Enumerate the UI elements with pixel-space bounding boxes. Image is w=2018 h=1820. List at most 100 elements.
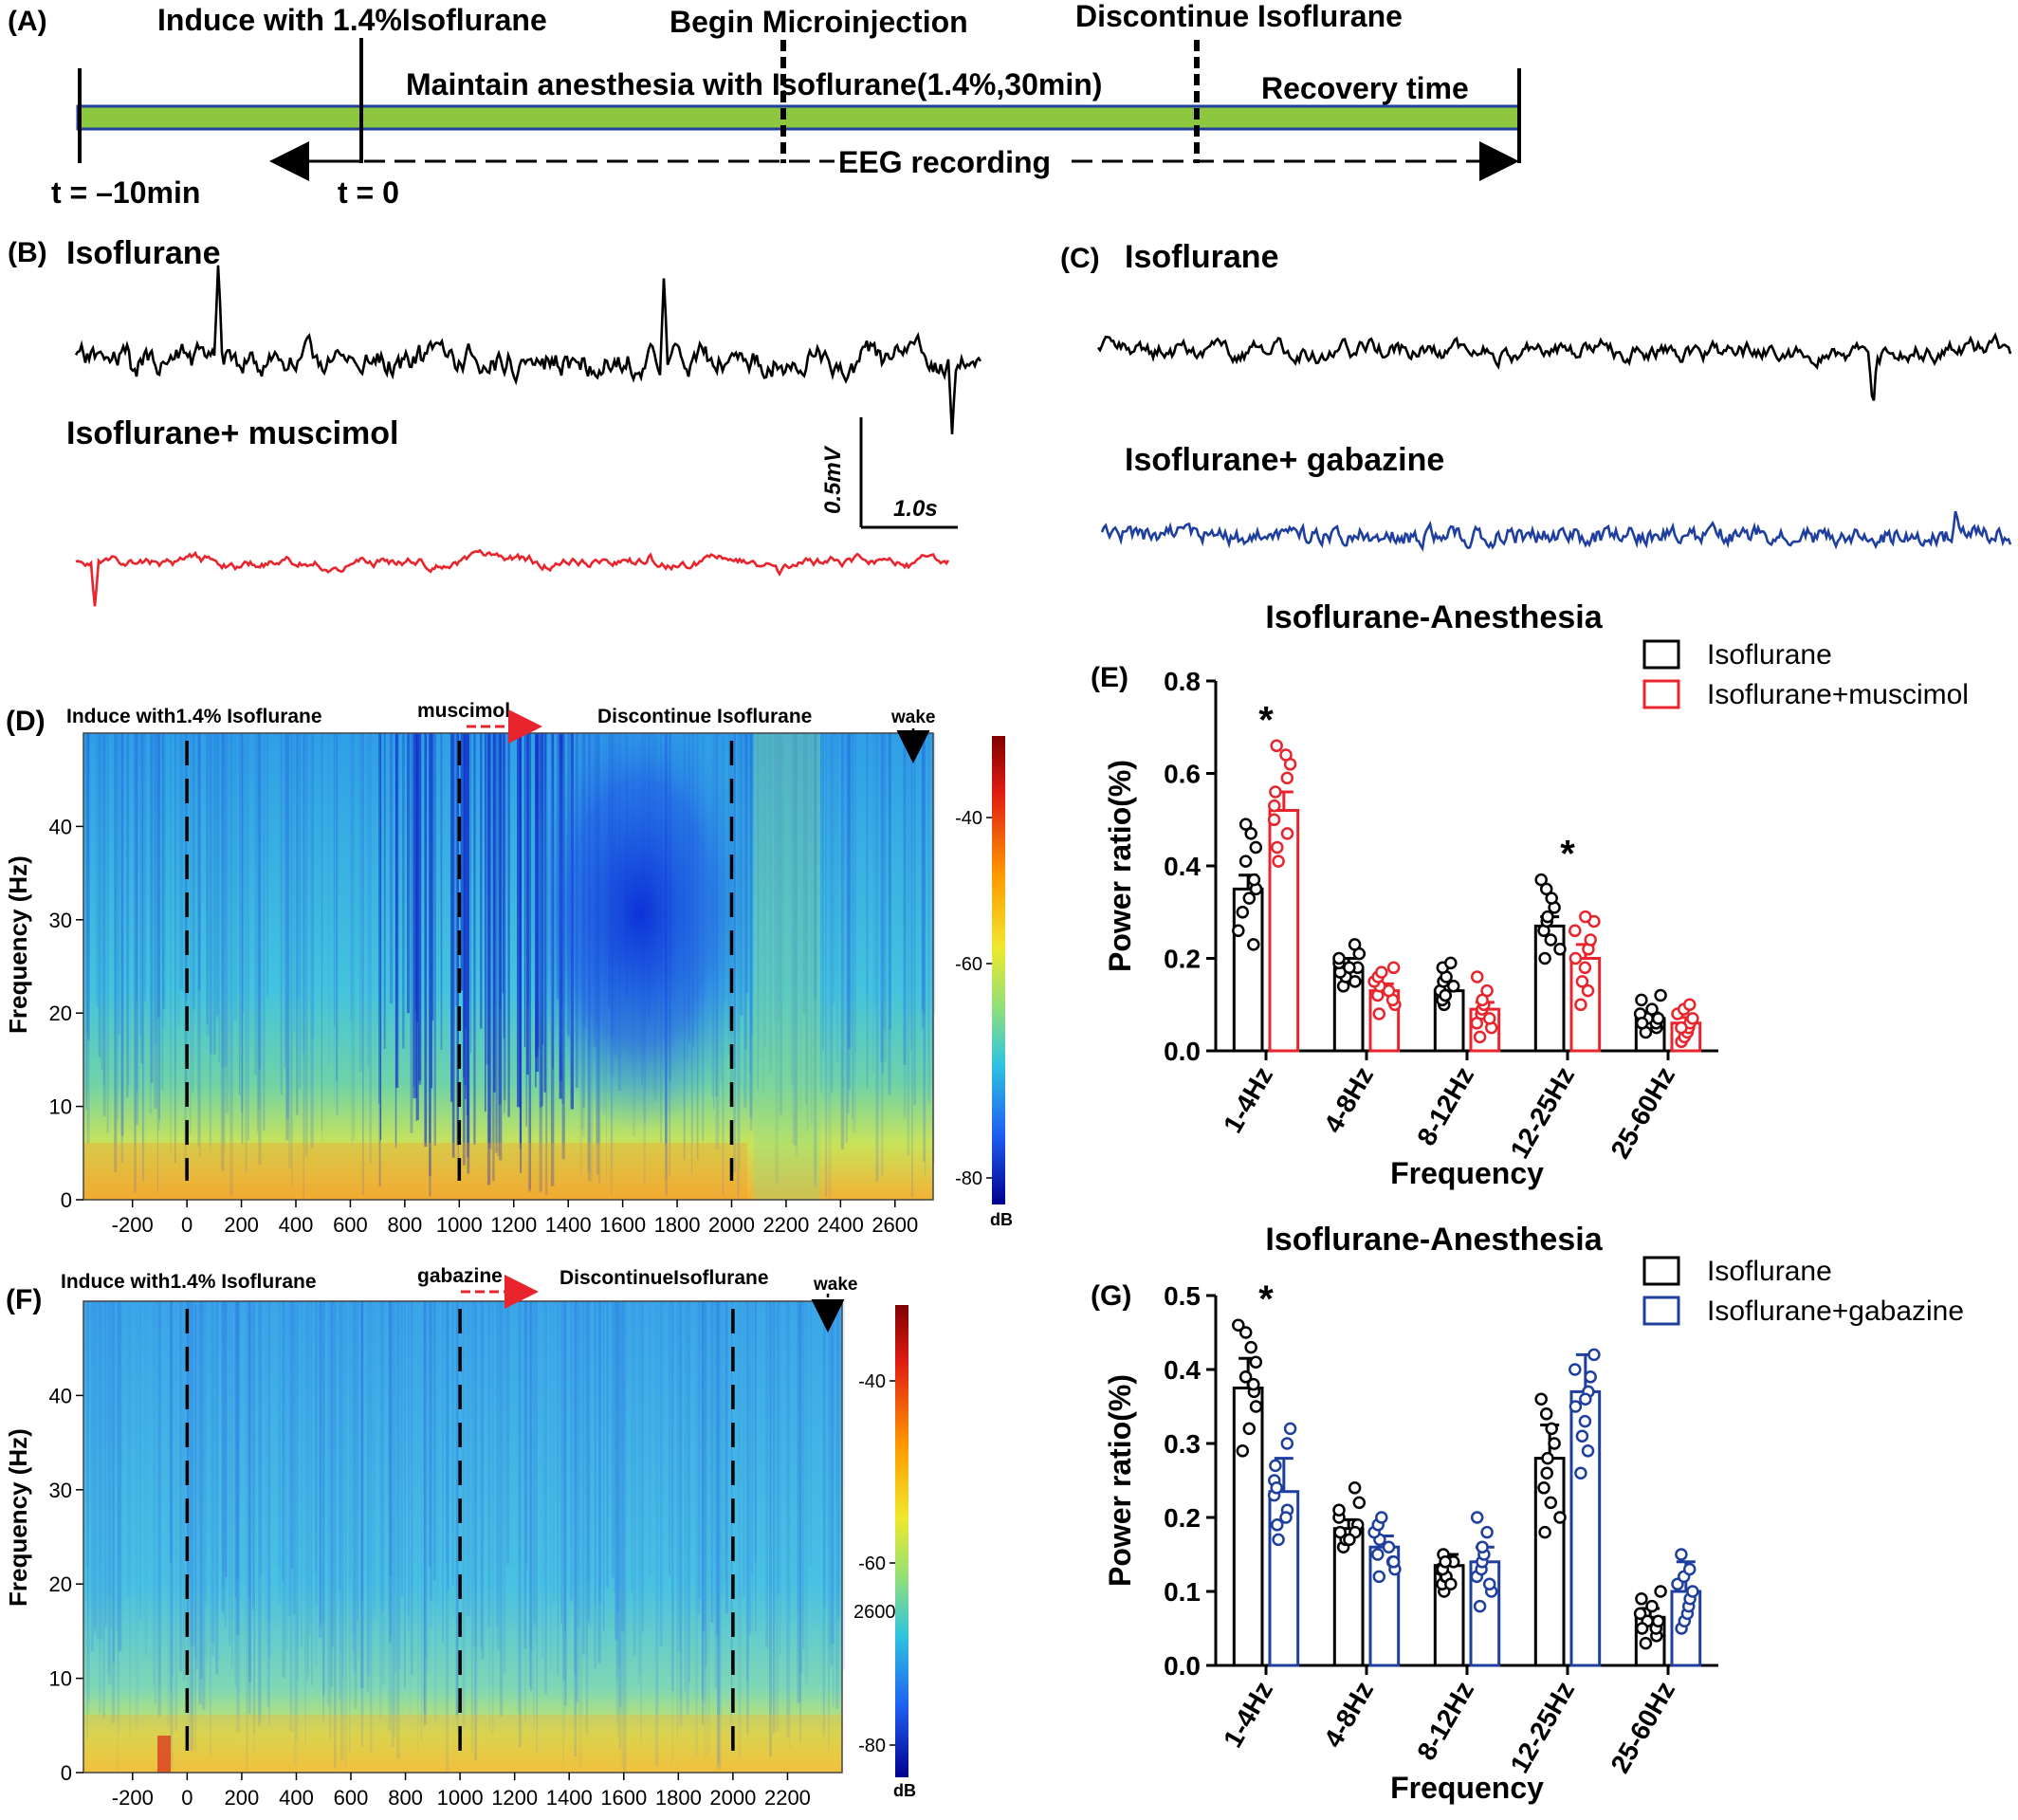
chart-data-point (1537, 1481, 1550, 1495)
chart-data-point (1444, 956, 1458, 970)
chart-data-point (1682, 1562, 1697, 1576)
chart-data-point (1682, 998, 1697, 1012)
chart-data-point (1534, 873, 1548, 887)
panel-c: (C) Isoflurane Isoflurane+ gabazine (1060, 239, 2012, 552)
chart-data-point (1333, 1525, 1347, 1539)
spectrogram-ytick-label: 40 (49, 815, 72, 838)
chart-ytick-label: 0.0 (1164, 1037, 1201, 1066)
chart-data-point (1247, 938, 1260, 951)
chart-data-point (1279, 748, 1293, 762)
panel-letter-b: (B) (8, 237, 47, 268)
chart-data-point (1372, 1007, 1386, 1020)
chart-ytick-label: 0.4 (1164, 852, 1201, 881)
chart-data-point (1579, 910, 1592, 924)
chart-data-point (1584, 933, 1597, 947)
spectrogram-f-texture (83, 1301, 845, 1773)
chart-data-point (1283, 1422, 1297, 1436)
bar-chart-e: Isoflurane-Anesthesia 0.0 0.2 0.4 0.6 0.8 Powe… (1103, 599, 1969, 1190)
chart-data-point (1279, 1511, 1293, 1524)
spectrogram-f-frame (83, 1300, 843, 1774)
spectrogram-xtick-label: 2200 (762, 1213, 809, 1237)
chart-data-point (1675, 1548, 1688, 1561)
chart-data-point (1587, 1348, 1601, 1362)
chart-category-label: 25-60Hz (1605, 1062, 1680, 1164)
trace-isoflurane-c (1096, 332, 2012, 401)
chart-data-point (1236, 1444, 1250, 1458)
chart-data-point (1332, 1503, 1346, 1517)
chart-data-point (1686, 1012, 1699, 1025)
chart-data-point (1348, 1481, 1362, 1495)
chart-data-point (1280, 1437, 1294, 1450)
timeline-eeg-label: EEG recording (838, 145, 1051, 179)
chart-data-point (1578, 961, 1592, 975)
bar-chart-g: Isoflurane-Anesthesia 0.0 0.1 0.2 0.3 0.4 0.5 P… (1103, 1222, 1964, 1805)
colorbar-tick-label: -60 (858, 1553, 886, 1574)
chart-data-point (1544, 1496, 1558, 1510)
panel-letter-a: (A) (8, 6, 47, 37)
panel-d: (D) -200 0 200 400 600 800 1000 1200 1400 1600 180… (4, 700, 1013, 1237)
spectrogram-f-base (83, 1301, 842, 1773)
legend-swatch (1642, 1296, 1680, 1326)
chart-data-point (1386, 961, 1401, 975)
chart-data-point (1238, 1370, 1253, 1384)
panel-letter-f: (F) (6, 1284, 42, 1315)
chart-data-point (1352, 1496, 1367, 1510)
spectrogram-xtick-label: 1000 (437, 1786, 484, 1810)
chart-data-point (1242, 1422, 1257, 1436)
chart-data-point (1249, 840, 1263, 855)
panel-letter-d: (D) (6, 706, 46, 737)
chart-data-point (1545, 892, 1558, 905)
chart-data-point (1541, 910, 1554, 924)
trace-c-bottom-label: Isoflurane+ gabazine (1125, 442, 1444, 478)
spectrogram-ytick-label: 0 (61, 1188, 72, 1212)
chart-data-point (1541, 1451, 1554, 1465)
chart-data-point (1578, 1414, 1592, 1428)
chart-data-point (1375, 965, 1388, 979)
spectrogram-d-annot-drug: muscimol (417, 700, 510, 722)
spectrogram-xtick-label: 1800 (654, 1213, 701, 1237)
chart-data-point (1548, 1437, 1561, 1450)
legend-swatch (1642, 639, 1680, 670)
chart-category-label: 4-8Hz (1318, 1677, 1379, 1753)
chart-data-point (1635, 1592, 1648, 1606)
chart-data-point (1372, 1570, 1386, 1584)
spectrogram-ytick-label: 20 (49, 1572, 72, 1596)
spectrogram-xtick-label: 1200 (490, 1213, 537, 1237)
spectrogram-d-annot-induce: Induce with1.4% Isoflurane (66, 706, 322, 727)
spectrogram-d-texture (83, 733, 936, 1200)
chart-data-point (1569, 951, 1583, 965)
chart-data-point (1249, 1400, 1263, 1413)
chart-title: Isoflurane-Anesthesia (1265, 1222, 1603, 1258)
chart-data-point (1267, 813, 1281, 827)
chart-ylabel: Power ratio(%) (1103, 1374, 1137, 1587)
chart-xlabel: Frequency (1390, 1156, 1544, 1190)
chart-data-point (1569, 1400, 1583, 1413)
colorbar-f-unit: dB (893, 1781, 916, 1800)
panel-letter-g: (G) (1091, 1280, 1131, 1312)
chart-data-point (1574, 1466, 1587, 1480)
spectrogram-ytick-label: 30 (49, 909, 72, 932)
chart-category-label: 8-12Hz (1411, 1062, 1479, 1151)
colorbar-tick-label: -40 (955, 808, 982, 829)
chart-data-point (1244, 827, 1257, 840)
chart-data-point (1633, 1607, 1647, 1621)
spectrogram-xtick-label: 200 (225, 1786, 260, 1810)
spectrogram-xtick-label: 1400 (546, 1786, 593, 1810)
chart-data-point (1236, 906, 1250, 919)
chart-data-point (1382, 1540, 1396, 1553)
chart-data-point (1675, 1020, 1688, 1035)
chart-data-point (1470, 1511, 1484, 1524)
chart-data-point (1476, 1540, 1489, 1553)
chart-data-point (1540, 1466, 1553, 1480)
chart-data-point (1439, 1555, 1452, 1569)
spectrogram-d-annot-wake: wake (890, 708, 935, 727)
spectrogram-xtick-label: 600 (334, 1786, 369, 1810)
timeline-discontinue-label: Discontinue Isoflurane (1075, 0, 1403, 33)
spectrogram-f-annot-wake: wake (813, 1275, 857, 1295)
chart-ytick-label: 0.6 (1164, 760, 1201, 789)
spectrogram-d-axes: -200 0 200 400 600 800 1000 1200 1400 1600 1800 200… (49, 741, 918, 1237)
chart-data-point (1645, 1599, 1659, 1613)
chart-category-label: 1-4Hz (1218, 1062, 1278, 1138)
panel-f: (F) -200 0 200 400 600 800 1000 1200 1400 1600 180… (4, 1265, 916, 1810)
